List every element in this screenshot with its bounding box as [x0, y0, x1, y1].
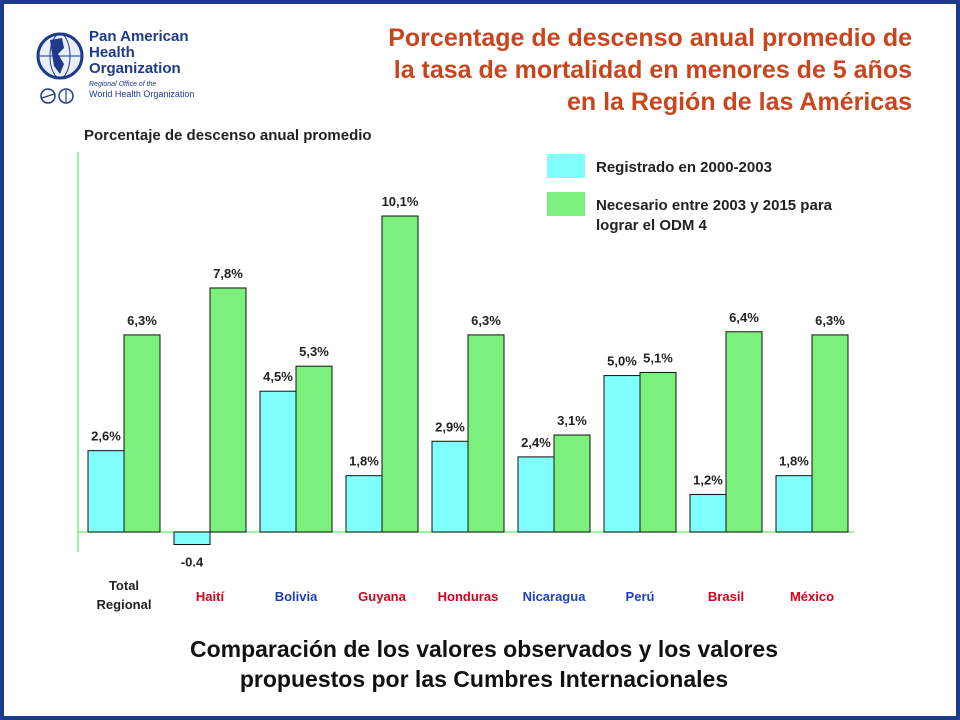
caption-line: Comparación de los valores observados y …	[189, 636, 779, 662]
bar-necesario	[209, 287, 247, 533]
legend-label: Necesario entre 2003 y 2015 para	[596, 197, 833, 214]
logo-name-line: Pan American	[89, 28, 189, 45]
bar-registrado	[173, 531, 211, 546]
logo-name-line: Organization	[89, 60, 181, 77]
bar-data-label: 6,3%	[815, 313, 845, 328]
bar-data-label: 2,4%	[521, 435, 551, 450]
bar-necesario	[467, 334, 505, 533]
legend-label: lograr el ODM 4	[596, 217, 708, 234]
category-tick-label: Brasil	[708, 589, 744, 604]
bar-registrado	[775, 475, 813, 533]
bar-data-label: 1,8%	[349, 454, 379, 469]
title-line: en la Región de las Américas	[566, 88, 912, 116]
bar-data-label: 5,1%	[643, 350, 673, 365]
bar-data-label: 1,2%	[693, 472, 723, 487]
category-tick-label: Bolivia	[275, 589, 318, 604]
bar-data-label: 4,5%	[263, 369, 293, 384]
globe-emblem-icon	[36, 32, 84, 104]
bar-necesario	[725, 331, 763, 533]
title-line: Porcentage de descenso anual promedio de	[388, 24, 912, 52]
bar-registrado	[689, 493, 727, 533]
bar-registrado	[431, 440, 469, 533]
category-tick-label: Haití	[196, 589, 225, 604]
bar-data-label: 6,4%	[729, 310, 759, 325]
bar-data-label: 5,0%	[607, 354, 637, 369]
caption-line: propuestos por las Cumbres Internacional…	[239, 666, 729, 692]
slide-caption: Comparación de los valores observados y …	[4, 634, 956, 694]
bar-necesario	[123, 334, 161, 533]
bar-data-label: 2,6%	[91, 429, 121, 444]
legend-swatch	[547, 154, 585, 178]
y-axis-label: Porcentaje de descenso anual promedio	[84, 127, 372, 144]
bar-necesario	[295, 365, 333, 533]
bar-necesario	[639, 371, 677, 533]
bar-necesario	[553, 434, 591, 533]
bar-registrado	[259, 390, 297, 533]
category-tick-label: Total	[109, 578, 139, 593]
bar-registrado	[517, 456, 555, 533]
paho-logo: Pan American Health Organization Regiona…	[34, 24, 209, 104]
slide-title: Porcentage de descenso anual promedio de…	[212, 22, 912, 118]
title-line: la tasa de mortalidad en menores de 5 añ…	[393, 56, 912, 84]
bar-necesario	[381, 215, 419, 533]
bar-necesario	[811, 334, 849, 533]
category-tick-label: México	[790, 589, 834, 604]
legend-label: Registrado en 2000-2003	[596, 159, 772, 176]
bar-data-label: -0.4	[181, 555, 204, 570]
category-tick-label: Honduras	[438, 589, 499, 604]
bar-data-label: 5,3%	[299, 344, 329, 359]
bar-data-label: 6,3%	[127, 313, 157, 328]
bar-data-label: 2,9%	[435, 419, 465, 434]
category-tick-label: Guyana	[358, 589, 406, 604]
bar-data-label: 10,1%	[382, 194, 419, 209]
logo-name-line: Health	[89, 44, 135, 61]
bar-registrado	[87, 450, 125, 533]
bar-data-label: 7,8%	[213, 266, 243, 281]
logo-subtitle-line: World Health Organization	[89, 89, 195, 99]
logo-subtitle-line: Regional Office of the	[89, 81, 157, 88]
category-tick-label: Regional	[97, 597, 152, 612]
bar-data-label: 3,1%	[557, 413, 587, 428]
legend-swatch	[547, 192, 585, 216]
category-tick-label: Nicaragua	[523, 589, 587, 604]
bar-chart: Porcentaje de descenso anual promedio 2,6…	[77, 127, 854, 612]
bar-registrado	[603, 375, 641, 533]
bar-data-label: 1,8%	[779, 454, 809, 469]
category-tick-label: Perú	[626, 589, 655, 604]
bar-data-label: 6,3%	[471, 313, 501, 328]
bar-registrado	[345, 475, 383, 533]
